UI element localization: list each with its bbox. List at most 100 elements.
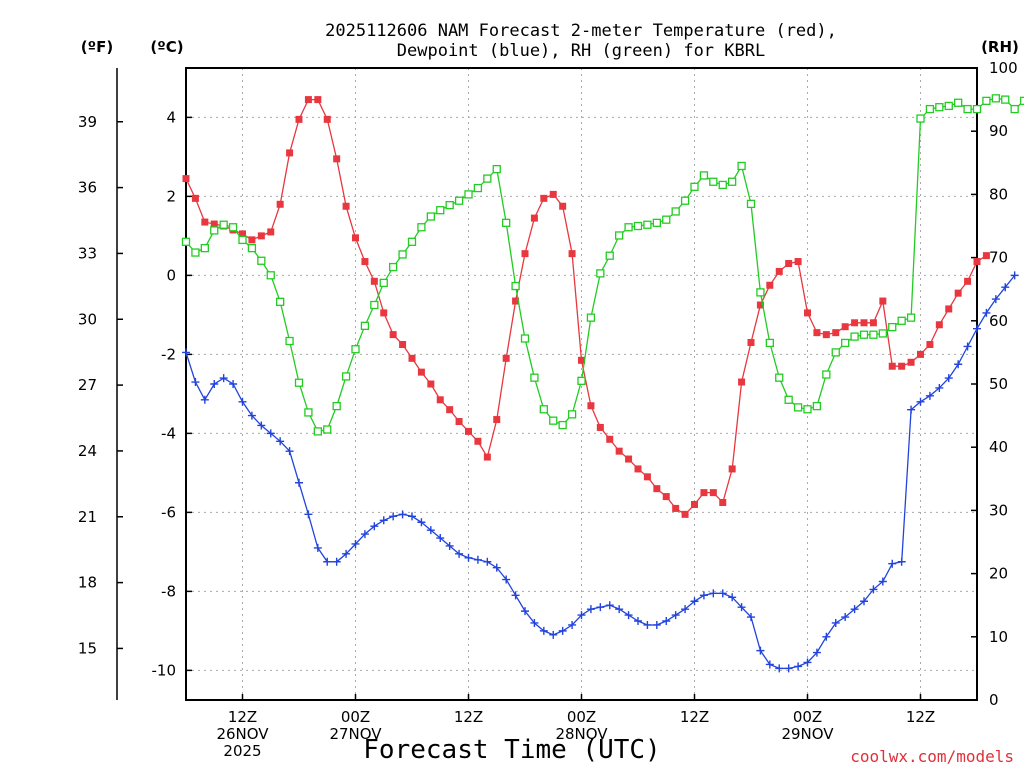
data-point: [295, 115, 303, 123]
celsius-tick-label: -10: [152, 661, 177, 679]
data-point: [191, 194, 199, 202]
data-point: [832, 329, 840, 337]
data-point: [210, 226, 219, 235]
data-point: [699, 591, 708, 600]
data-point: [775, 373, 784, 382]
data-point: [182, 175, 190, 183]
data-point: [785, 260, 793, 268]
series-dewpoint: [182, 271, 1019, 673]
x-tick-label: 28NOV: [555, 725, 608, 743]
data-point: [794, 258, 802, 266]
data-point: [219, 220, 228, 229]
data-point: [671, 207, 680, 216]
data-point: [295, 478, 303, 487]
data-point: [248, 236, 256, 244]
data-point: [917, 350, 924, 358]
data-point: [445, 200, 454, 210]
data-point: [200, 395, 209, 404]
data-point: [408, 512, 416, 521]
data-point: [784, 395, 793, 404]
data-point: [812, 648, 821, 657]
series--meter-temperature: [182, 96, 990, 518]
data-point: [294, 378, 304, 387]
data-point: [379, 278, 388, 288]
data-point: [276, 297, 285, 306]
data-point: [549, 630, 558, 639]
celsius-tick-label: 0: [166, 266, 176, 284]
data-point: [323, 557, 332, 566]
data-point: [831, 618, 840, 627]
data-point: [389, 331, 397, 339]
data-point: [916, 397, 925, 406]
data-point: [615, 605, 624, 614]
data-point: [888, 559, 897, 568]
data-point: [643, 220, 652, 229]
fahrenheit-tick-label: 39: [78, 113, 97, 131]
series-line: [185, 97, 1024, 433]
data-point: [963, 104, 972, 114]
data-point: [878, 577, 887, 586]
data-point: [521, 250, 529, 258]
data-point: [398, 250, 407, 259]
data-point: [351, 345, 360, 354]
rh-tick-label: 0: [989, 691, 999, 709]
data-point: [361, 258, 369, 266]
data-point: [464, 553, 473, 562]
celsius-tick-label: -2: [161, 345, 176, 363]
data-point: [596, 603, 605, 612]
data-point: [399, 341, 407, 348]
rh-axis-unit: (RH): [981, 38, 1019, 56]
data-point: [304, 510, 313, 519]
data-point: [746, 199, 756, 209]
data-point: [483, 453, 491, 461]
data-point: [869, 585, 878, 594]
x-tick-label: 12Z: [906, 708, 935, 726]
data-point: [200, 243, 209, 253]
data-point: [624, 611, 633, 620]
data-point: [625, 455, 633, 463]
data-point: [464, 190, 473, 199]
data-point: [615, 447, 623, 455]
data-point: [342, 549, 351, 558]
celsius-tick-label: -8: [161, 582, 176, 600]
data-point: [389, 262, 398, 272]
data-point: [473, 183, 483, 193]
chart-title-line1: 2025112606 NAM Forecast 2-meter Temperat…: [325, 21, 837, 41]
data-point: [728, 465, 736, 473]
data-point: [624, 223, 633, 232]
data-point: [530, 618, 539, 627]
series-line: [185, 98, 987, 516]
rh-tick-label: 10: [989, 628, 1008, 646]
fahrenheit-tick-label: 33: [78, 244, 97, 262]
data-point: [417, 223, 426, 232]
data-point: [643, 620, 652, 629]
data-point: [493, 416, 501, 424]
celsius-axis-unit: (ºC): [150, 38, 183, 56]
data-point: [615, 231, 624, 240]
data-point: [804, 309, 811, 317]
data-point: [728, 177, 737, 186]
data-point: [944, 101, 953, 111]
data-point: [841, 323, 849, 331]
data-point: [502, 575, 511, 584]
data-point: [869, 330, 878, 339]
data-point: [530, 214, 538, 222]
data-point: [436, 396, 444, 404]
data-point: [633, 221, 643, 231]
data-series: [181, 94, 1024, 673]
data-point: [822, 632, 831, 641]
data-point: [699, 171, 709, 180]
data-point: [314, 96, 322, 104]
data-point: [822, 370, 831, 379]
data-point: [567, 410, 577, 419]
data-point: [257, 421, 266, 430]
data-point: [407, 237, 417, 246]
data-point: [360, 321, 370, 331]
data-point: [512, 297, 520, 305]
x-tick-label: 00Z: [567, 708, 596, 726]
data-point: [906, 313, 916, 322]
data-point: [680, 196, 690, 205]
data-point: [247, 411, 256, 420]
fahrenheit-axis-unit: (ºF): [81, 38, 113, 56]
